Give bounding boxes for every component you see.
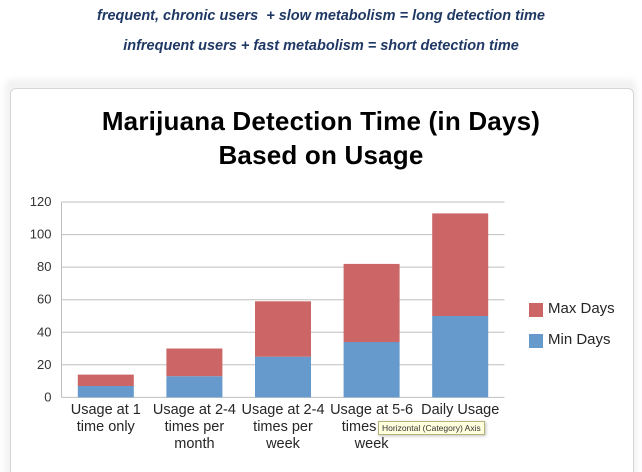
- svg-text:120: 120: [30, 194, 52, 209]
- svg-text:60: 60: [37, 292, 51, 307]
- svg-text:20: 20: [37, 357, 51, 372]
- svg-text:100: 100: [30, 227, 52, 242]
- svg-text:80: 80: [37, 259, 51, 274]
- svg-text:0: 0: [44, 389, 51, 404]
- svg-text:40: 40: [37, 324, 51, 339]
